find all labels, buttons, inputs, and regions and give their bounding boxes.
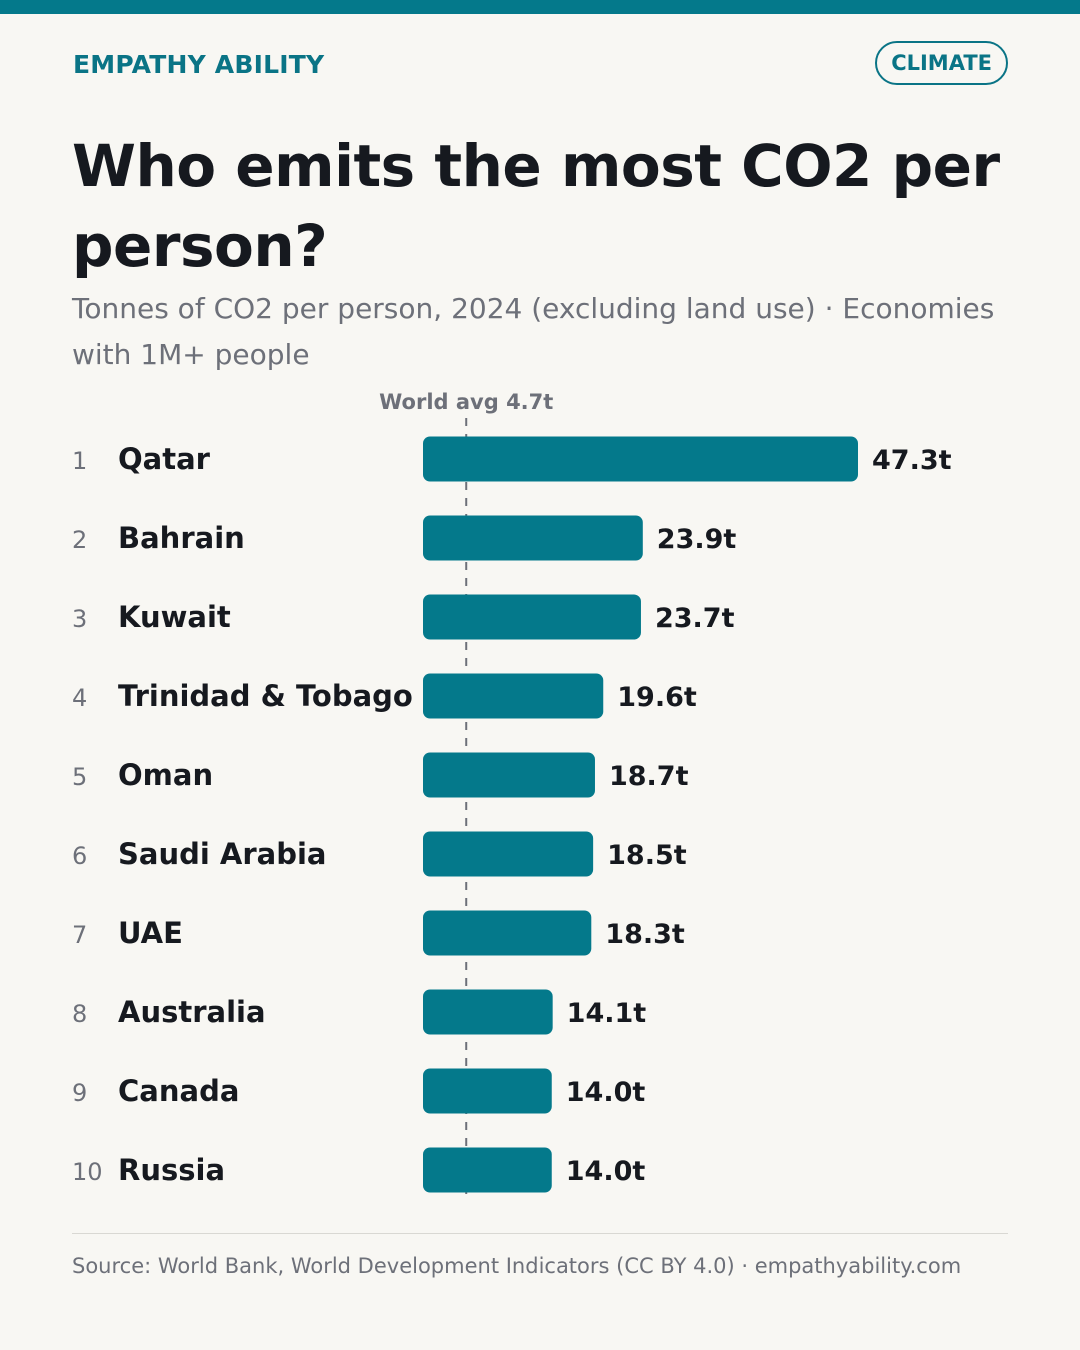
- bar: [423, 831, 594, 877]
- value-label: 18.3t: [605, 919, 685, 950]
- bar: [423, 1068, 552, 1114]
- country-label: Qatar: [118, 442, 211, 476]
- bar: [423, 594, 641, 640]
- footer-divider: [72, 1233, 1008, 1234]
- top-accent-bar: [0, 0, 1080, 14]
- value-label: 14.1t: [567, 998, 647, 1029]
- value-label: 19.6t: [617, 682, 697, 713]
- rank-label: 4: [72, 684, 87, 712]
- bar: [423, 752, 595, 798]
- rank-label: 8: [72, 1000, 87, 1028]
- value-label: 18.5t: [607, 840, 687, 871]
- country-label: Bahrain: [118, 521, 245, 555]
- value-label: 14.0t: [566, 1156, 646, 1187]
- value-label: 47.3t: [872, 445, 952, 476]
- value-label: 23.7t: [655, 603, 735, 634]
- topic-tag: CLIMATE: [875, 41, 1008, 85]
- rank-label: 9: [72, 1079, 87, 1107]
- country-label: Oman: [118, 758, 213, 792]
- bar: [423, 673, 604, 719]
- world-average-label: World avg 4.7t: [379, 390, 553, 414]
- country-label: Trinidad & Tobago: [118, 679, 413, 713]
- bar: [423, 910, 592, 956]
- country-label: Saudi Arabia: [118, 837, 326, 871]
- rank-label: 1: [72, 447, 87, 475]
- bar: [423, 989, 553, 1035]
- country-label: UAE: [118, 916, 183, 950]
- rank-label: 10: [72, 1158, 103, 1186]
- bar-chart: World avg 4.7t 1 Qatar 47.3t 2 Bahrain 23.9t 3 K…: [72, 390, 952, 1202]
- rank-label: 6: [72, 842, 87, 870]
- rank-label: 5: [72, 763, 87, 791]
- chart-title: Who emits the most CO2 per person?: [72, 132, 1000, 280]
- chart-subtitle: Tonnes of CO2 per person, 2024 (excludin…: [72, 292, 995, 371]
- country-label: Kuwait: [118, 600, 231, 634]
- brand-name: EMPATHY ABILITY: [73, 50, 325, 79]
- bar: [423, 515, 643, 561]
- bar: [423, 1147, 552, 1193]
- value-label: 14.0t: [566, 1077, 646, 1108]
- rank-label: 2: [72, 526, 87, 554]
- country-label: Canada: [118, 1074, 239, 1108]
- country-label: Russia: [118, 1153, 225, 1187]
- rank-label: 3: [72, 605, 87, 633]
- country-label: Australia: [118, 995, 266, 1029]
- value-label: 18.7t: [609, 761, 689, 792]
- source-note: Source: World Bank, World Development In…: [72, 1254, 962, 1278]
- bar: [423, 436, 858, 482]
- value-label: 23.9t: [657, 524, 737, 555]
- rank-label: 7: [72, 921, 87, 949]
